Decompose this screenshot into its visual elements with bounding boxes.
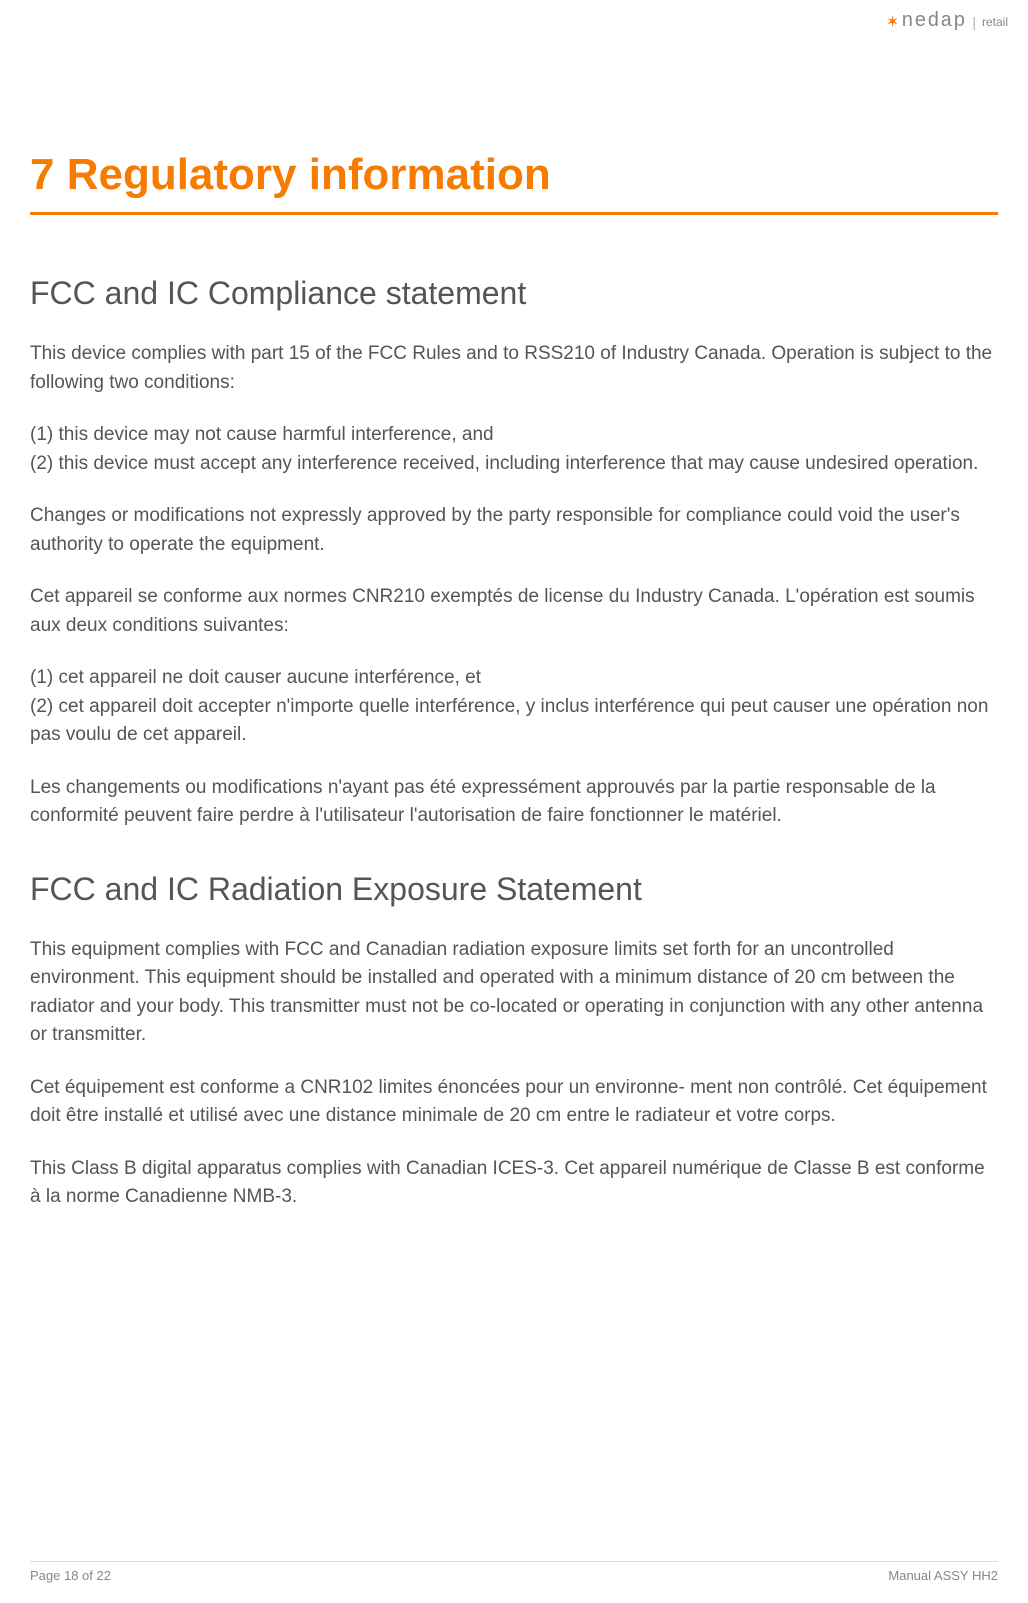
logo-divider: | bbox=[972, 14, 976, 30]
page-footer: Page 18 of 22 Manual ASSY HH2 bbox=[30, 1561, 998, 1583]
document-body: 7 Regulatory information FCC and IC Comp… bbox=[30, 150, 998, 1212]
logo-division-text: retail bbox=[982, 15, 1008, 29]
chapter-title: 7 Regulatory information bbox=[30, 150, 998, 215]
section-title-compliance: FCC and IC Compliance statement bbox=[30, 275, 998, 312]
paragraph: Cet appareil se conforme aux normes CNR2… bbox=[30, 583, 998, 640]
logo-brand-text: nedap bbox=[901, 10, 966, 33]
paragraph: (1) cet appareil ne doit causer aucune i… bbox=[30, 664, 998, 750]
paragraph: Les changements ou modifications n'ayant… bbox=[30, 774, 998, 831]
logo-star-icon: ✶ bbox=[886, 12, 899, 32]
paragraph: Cet équipement est conforme a CNR102 lim… bbox=[30, 1074, 998, 1131]
paragraph: This device complies with part 15 of the… bbox=[30, 340, 998, 397]
paragraph: Changes or modifications not expressly a… bbox=[30, 502, 998, 559]
paragraph: (1) this device may not cause harmful in… bbox=[30, 421, 998, 478]
paragraph: This equipment complies with FCC and Can… bbox=[30, 936, 998, 1050]
document-title: Manual ASSY HH2 bbox=[888, 1568, 998, 1583]
page-header: ✶ nedap | retail bbox=[886, 10, 1008, 33]
section-title-radiation: FCC and IC Radiation Exposure Statement bbox=[30, 871, 998, 908]
paragraph: This Class B digital apparatus complies … bbox=[30, 1155, 998, 1212]
page-number: Page 18 of 22 bbox=[30, 1568, 111, 1583]
